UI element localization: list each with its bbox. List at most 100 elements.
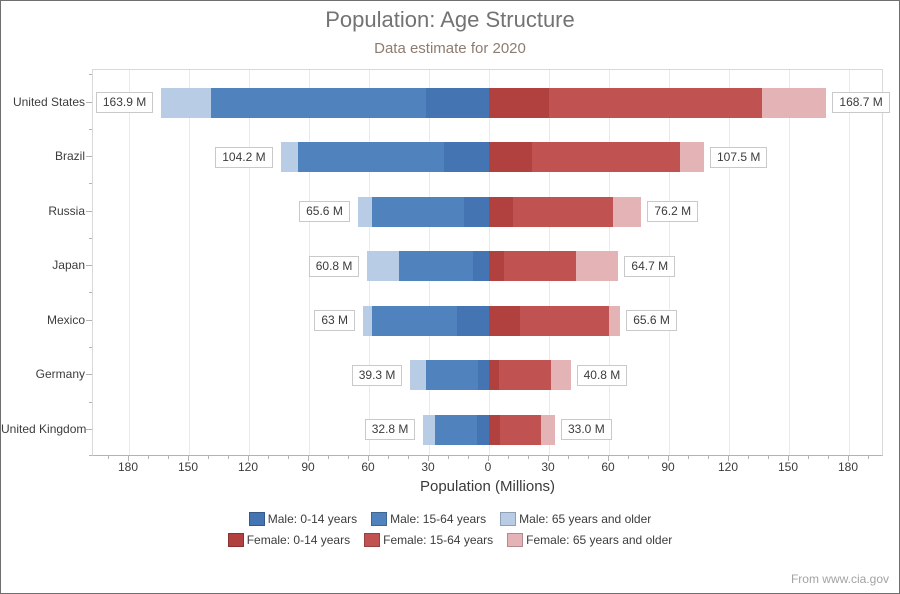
bar-segment-male-15-64-years-russia[interactable] <box>372 196 465 227</box>
bar-segment-female-0-14-years-mexico[interactable] <box>489 305 520 336</box>
bar-segment-female-65-years-and-older-mexico[interactable] <box>608 305 621 336</box>
bar-segment-male-15-64-years-japan[interactable] <box>399 251 473 282</box>
bar-segment-male-0-14-years-brazil[interactable] <box>444 142 489 173</box>
x-axis-minor-tick <box>748 456 749 459</box>
x-axis-minor-tick <box>568 456 569 459</box>
bar-segment-female-0-14-years-japan[interactable] <box>489 251 505 282</box>
bar-segment-female-65-years-and-older-germany[interactable] <box>550 360 571 391</box>
x-axis-minor-tick <box>708 456 709 459</box>
bar-segment-male-15-64-years-brazil[interactable] <box>298 142 445 173</box>
x-axis-minor-tick <box>388 456 389 459</box>
bar-segment-female-15-64-years-germany[interactable] <box>499 360 551 391</box>
bar-segment-female-0-14-years-united-states[interactable] <box>489 87 549 118</box>
bar-segment-male-15-64-years-united-kingdom[interactable] <box>435 414 477 445</box>
plot-area: 163.9 M 168.7 M 104.2 M 107.5 M 65.6 M 76.2 M… <box>92 69 890 456</box>
country-label-united-kingdom: United Kingdom <box>1 421 87 436</box>
x-axis-minor-tick <box>168 456 169 459</box>
bar-segment-male-0-14-years-japan[interactable] <box>473 251 489 282</box>
bar-segment-male-65-years-and-older-russia[interactable] <box>357 196 372 227</box>
x-axis-major-tick <box>248 456 249 461</box>
bar-segment-female-65-years-and-older-united-kingdom[interactable] <box>541 414 555 445</box>
bar-segment-male-0-14-years-united-states[interactable] <box>426 87 489 118</box>
legend-item-female-15-64-years[interactable]: Female: 15-64 years <box>364 533 493 547</box>
bar-segment-female-65-years-and-older-united-states[interactable] <box>762 87 827 118</box>
chart-title: Population: Age Structure <box>325 7 575 32</box>
country-label-mexico: Mexico <box>46 312 85 327</box>
x-axis-minor-tick <box>808 456 809 459</box>
bar-segment-male-65-years-and-older-united-states[interactable] <box>161 87 211 118</box>
bar-segment-male-15-64-years-united-states[interactable] <box>210 87 427 118</box>
total-label-male-germany: 39.3 M <box>351 364 403 386</box>
bar-segment-female-0-14-years-brazil[interactable] <box>489 142 533 173</box>
bar-segment-female-65-years-and-older-japan[interactable] <box>575 251 619 282</box>
legend-item-female-65-years-and-older[interactable]: Female: 65 years and older <box>507 533 672 547</box>
x-tick-label: 90 <box>301 460 315 474</box>
bar-segment-female-15-64-years-mexico[interactable] <box>520 305 609 336</box>
bar-segment-female-15-64-years-united-kingdom[interactable] <box>500 414 542 445</box>
x-tick-label: 30 <box>421 460 435 474</box>
grid-line <box>189 70 190 455</box>
x-axis-major-tick <box>788 456 789 461</box>
chart-subtitle: Data estimate for 2020 <box>374 40 526 57</box>
total-label-male-japan: 60.8 M <box>308 255 360 277</box>
bar-segment-female-15-64-years-united-states[interactable] <box>549 87 763 118</box>
x-axis-title: Population (Millions) <box>419 478 556 495</box>
bar-segment-female-0-14-years-russia[interactable] <box>489 196 513 227</box>
bar-segment-male-65-years-and-older-japan[interactable] <box>367 251 400 282</box>
bar-segment-female-0-14-years-germany[interactable] <box>489 360 499 391</box>
bar-segment-male-65-years-and-older-germany[interactable] <box>410 360 427 391</box>
legend-label: Male: 15-64 years <box>390 512 487 526</box>
bar-segment-male-65-years-and-older-mexico[interactable] <box>363 305 373 336</box>
legend-item-male-65-years-and-older[interactable]: Male: 65 years and older <box>500 512 651 526</box>
total-label-female-mexico: 65.6 M <box>626 310 677 332</box>
x-axis-minor-tick <box>868 456 869 459</box>
legend-label: Female: 65 years and older <box>526 533 673 547</box>
x-axis-minor-tick <box>468 456 469 459</box>
x-axis-minor-tick <box>208 456 209 459</box>
x-tick-label: 0 <box>484 460 492 474</box>
bar-segment-female-15-64-years-japan[interactable] <box>504 251 576 282</box>
y-axis-minor-tick <box>89 237 92 239</box>
x-axis-minor-tick <box>108 456 109 459</box>
legend-label: Female: 15-64 years <box>383 533 494 547</box>
bar-segment-male-65-years-and-older-brazil[interactable] <box>280 142 299 173</box>
legend-label: Male: 65 years and older <box>519 512 652 526</box>
legend-swatch-icon <box>248 512 265 526</box>
bar-segment-female-15-64-years-russia[interactable] <box>513 196 614 227</box>
bar-segment-male-0-14-years-russia[interactable] <box>464 196 489 227</box>
attribution-text: From www.cia.gov <box>790 572 889 586</box>
bar-segment-female-65-years-and-older-russia[interactable] <box>613 196 642 227</box>
bar-segment-male-0-14-years-united-kingdom[interactable] <box>477 414 489 445</box>
x-axis-major-tick <box>428 456 429 461</box>
bar-segment-male-65-years-and-older-united-kingdom[interactable] <box>423 414 436 445</box>
legend-item-male-15-64-years[interactable]: Male: 15-64 years <box>371 512 486 526</box>
x-axis-minor-tick <box>528 456 529 459</box>
x-axis-minor-tick <box>408 456 409 459</box>
x-axis-major-tick <box>608 456 609 461</box>
total-label-male-united-kingdom: 32.8 M <box>364 419 416 441</box>
bar-segment-female-65-years-and-older-brazil[interactable] <box>680 142 704 173</box>
total-label-female-united-states: 168.7 M <box>832 92 890 113</box>
bar-segment-male-0-14-years-germany[interactable] <box>478 360 489 391</box>
x-axis-minor-tick <box>508 456 509 459</box>
legend-item-female-0-14-years[interactable]: Female: 0-14 years <box>227 533 350 547</box>
legend-swatch-icon <box>500 512 517 526</box>
x-axis-minor-tick <box>688 456 689 459</box>
x-tick-label: 60 <box>361 460 375 474</box>
x-tick-label: 120 <box>717 460 739 474</box>
x-axis-major-tick <box>848 456 849 461</box>
bar-segment-female-0-14-years-united-kingdom[interactable] <box>489 414 501 445</box>
bar-segment-male-0-14-years-mexico[interactable] <box>457 305 489 336</box>
y-axis-minor-tick <box>89 183 92 185</box>
grid-line <box>249 70 250 455</box>
x-axis-major-tick <box>308 456 309 461</box>
bar-segment-female-15-64-years-brazil[interactable] <box>532 142 681 173</box>
x-tick-label: 180 <box>837 460 859 474</box>
bar-segment-male-15-64-years-mexico[interactable] <box>372 305 458 336</box>
y-axis-major-tick <box>86 210 92 212</box>
grid-line <box>729 70 730 455</box>
total-label-female-russia: 76.2 M <box>647 201 699 223</box>
legend-swatch-icon <box>507 533 524 547</box>
bar-segment-male-15-64-years-germany[interactable] <box>426 360 479 391</box>
legend-item-male-0-14-years[interactable]: Male: 0-14 years <box>248 512 357 526</box>
